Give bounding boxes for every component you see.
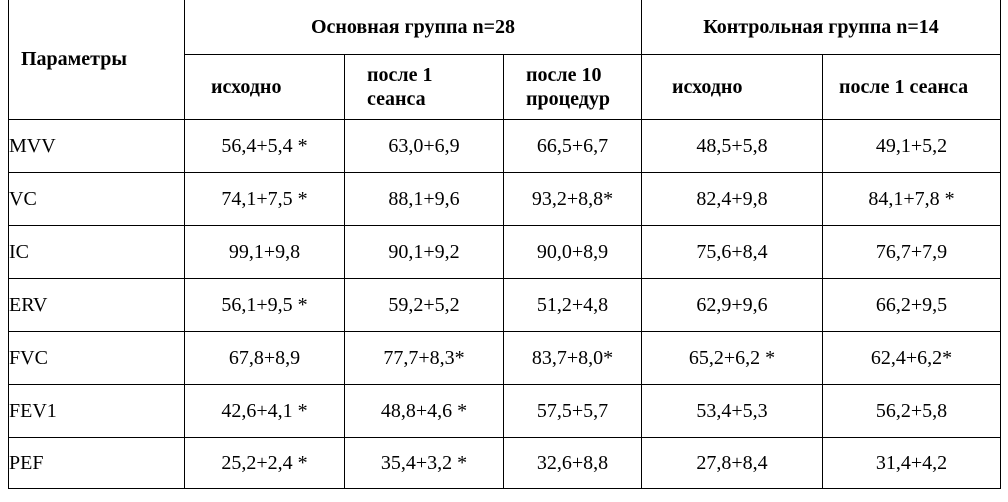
subheader-main-baseline: исходно	[184, 54, 345, 120]
table-cell: 75,6+8,4	[641, 225, 823, 279]
table-cell: 27,8+8,4	[641, 437, 823, 489]
table-cell: 82,4+9,8	[641, 172, 823, 226]
table-cell: 66,5+6,7	[503, 119, 642, 173]
table-cell: 66,2+9,5	[821, 278, 1002, 332]
subheader-line: исходно	[672, 76, 743, 98]
table-row: FEV1 42,6+4,1 * 48,8+4,6 * 57,5+5,7 53,4…	[8, 384, 1002, 438]
row-param-label: FEV1	[8, 384, 185, 438]
table-cell: 88,1+9,6	[344, 172, 504, 226]
row-param-label: FVC	[8, 331, 185, 385]
table-cell: 62,9+9,6	[641, 278, 823, 332]
table-cell: 56,1+9,5 *	[184, 278, 345, 332]
table-cell: 77,7+8,3*	[344, 331, 504, 385]
subheader-main-after-10: после 10 процедур	[503, 54, 642, 120]
table-cell: 63,0+6,9	[344, 119, 504, 173]
table-cell: 56,2+5,8	[821, 384, 1002, 438]
subheader-control-after-1: после 1 сеанса	[821, 54, 1002, 120]
table-cell: 35,4+3,2 *	[344, 437, 504, 489]
subheader-line: сеанса	[367, 88, 426, 110]
table-cell: 25,2+2,4 *	[184, 437, 345, 489]
subheader-control-baseline: исходно	[641, 54, 823, 120]
table-row: FVC 67,8+8,9 77,7+8,3* 83,7+8,0* 65,2+6,…	[8, 331, 1002, 385]
table-cell: 53,4+5,3	[641, 384, 823, 438]
header-parameters: Параметры	[8, 0, 185, 120]
subheader-line: процедур	[526, 88, 611, 110]
subheader-main-after-1: после 1 сеанса	[344, 54, 504, 120]
table-cell: 32,6+8,8	[503, 437, 642, 489]
table-row: PEF 25,2+2,4 * 35,4+3,2 * 32,6+8,8 27,8+…	[8, 437, 1002, 489]
subheader-line: после 10	[526, 64, 602, 86]
table-cell: 65,2+6,2 *	[641, 331, 823, 385]
row-param-label: VC	[8, 172, 185, 226]
subheader-line: после 1 сеанса	[839, 76, 969, 98]
table-cell: 74,1+7,5 *	[184, 172, 345, 226]
table-cell: 62,4+6,2*	[821, 331, 1002, 385]
table-cell: 51,2+4,8	[503, 278, 642, 332]
table-cell: 48,8+4,6 *	[344, 384, 504, 438]
table-cell: 93,2+8,8*	[503, 172, 642, 226]
table-cell: 31,4+4,2	[821, 437, 1002, 489]
table-cell: 56,4+5,4 *	[184, 119, 345, 173]
table-cell: 83,7+8,0*	[503, 331, 642, 385]
table-cell: 42,6+4,1 *	[184, 384, 345, 438]
table-row: IC 99,1+9,8 90,1+9,2 90,0+8,9 75,6+8,4 7…	[8, 225, 1002, 279]
header-control-group: Контрольная группа n=14	[640, 0, 1002, 55]
row-param-label: ERV	[8, 278, 185, 332]
table-cell: 84,1+7,8 *	[821, 172, 1002, 226]
table-cell: 90,1+9,2	[344, 225, 504, 279]
parameters-table: Параметры Основная группа n=28 Контрольн…	[8, 0, 1002, 489]
table-cell: 57,5+5,7	[503, 384, 642, 438]
header-row-groups: Параметры Основная группа n=28 Контрольн…	[8, 0, 1002, 120]
row-param-label: PEF	[8, 437, 185, 489]
header-row-subcolumns: исходно после 1 сеанса после 10 процедур…	[9, 54, 1002, 120]
table-row: VC 74,1+7,5 * 88,1+9,6 93,2+8,8* 82,4+9,…	[8, 172, 1002, 226]
subheader-line: исходно	[211, 76, 282, 98]
table-cell: 49,1+5,2	[821, 119, 1002, 173]
subheader-line: после 1	[367, 64, 433, 86]
table-row: ERV 56,1+9,5 * 59,2+5,2 51,2+4,8 62,9+9,…	[8, 278, 1002, 332]
row-param-label: MVV	[8, 119, 185, 173]
header-main-group: Основная группа n=28	[184, 0, 642, 55]
table-cell: 76,7+7,9	[821, 225, 1002, 279]
table-row: MVV 56,4+5,4 * 63,0+6,9 66,5+6,7 48,5+5,…	[8, 119, 1002, 173]
table-cell: 48,5+5,8	[641, 119, 823, 173]
table-cell: 90,0+8,9	[503, 225, 642, 279]
table-cell: 59,2+5,2	[344, 278, 504, 332]
row-param-label: IC	[8, 225, 185, 279]
table-cell: 67,8+8,9	[184, 331, 345, 385]
table-cell: 99,1+9,8	[184, 225, 345, 279]
